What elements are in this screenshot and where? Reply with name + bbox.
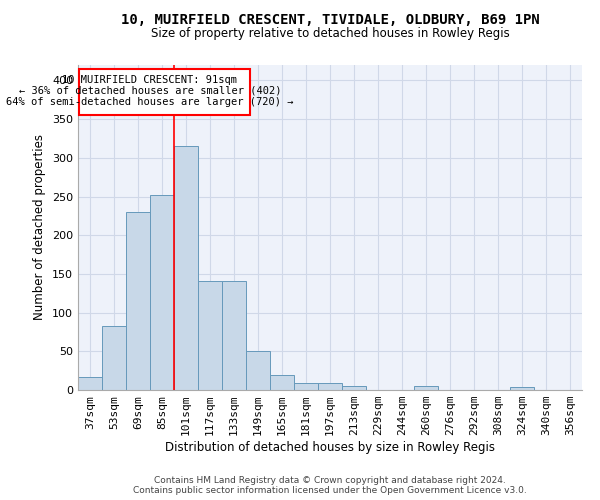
Text: 10 MUIRFIELD CRESCENT: 91sqm: 10 MUIRFIELD CRESCENT: 91sqm	[62, 75, 238, 85]
Bar	[270, 376, 294, 390]
Bar	[150, 195, 174, 390]
Bar	[102, 326, 126, 390]
Bar	[510, 387, 534, 390]
Bar	[294, 383, 318, 390]
Bar	[198, 281, 222, 390]
Bar	[79, 69, 250, 116]
Text: 64% of semi-detached houses are larger (720) →: 64% of semi-detached houses are larger (…	[6, 96, 294, 106]
Text: Contains HM Land Registry data © Crown copyright and database right 2024.
Contai: Contains HM Land Registry data © Crown c…	[133, 476, 527, 495]
Text: ← 36% of detached houses are smaller (402): ← 36% of detached houses are smaller (40…	[19, 86, 281, 96]
Bar	[318, 383, 342, 390]
Text: Size of property relative to detached houses in Rowley Regis: Size of property relative to detached ho…	[151, 28, 509, 40]
Bar	[246, 352, 270, 390]
Bar	[414, 386, 438, 390]
Bar	[174, 146, 198, 390]
Bar	[78, 377, 102, 390]
Text: 10, MUIRFIELD CRESCENT, TIVIDALE, OLDBURY, B69 1PN: 10, MUIRFIELD CRESCENT, TIVIDALE, OLDBUR…	[121, 12, 539, 26]
Y-axis label: Number of detached properties: Number of detached properties	[34, 134, 46, 320]
X-axis label: Distribution of detached houses by size in Rowley Regis: Distribution of detached houses by size …	[165, 441, 495, 454]
Bar	[126, 212, 150, 390]
Bar	[342, 386, 366, 390]
Bar	[222, 281, 246, 390]
